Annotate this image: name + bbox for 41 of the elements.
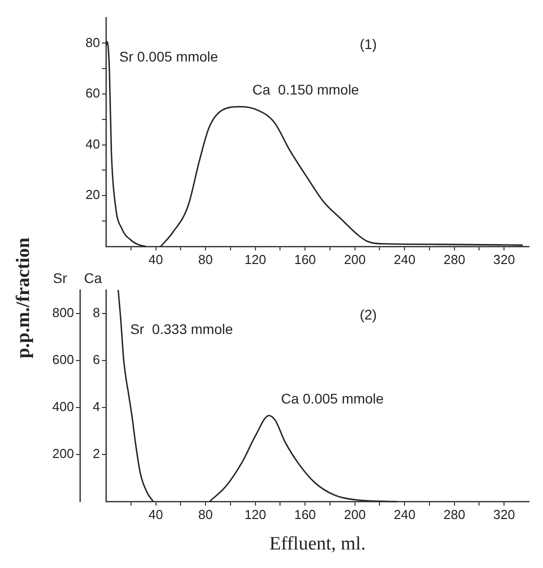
series-label: Ca 0.150 mmole xyxy=(252,82,360,98)
x-tick-label: 40 xyxy=(148,252,163,267)
y-tick-label: 80 xyxy=(86,34,100,50)
y-tick-label: 600 xyxy=(52,352,74,368)
y-axis-title: Sr xyxy=(53,270,68,286)
x-tick-label: 160 xyxy=(294,252,316,267)
y2-tick-label: 2 xyxy=(92,446,100,462)
x-tick-label: 80 xyxy=(198,506,213,522)
x-tick-label: 120 xyxy=(244,252,266,267)
x-tick-label: 120 xyxy=(244,506,266,522)
x-tick-label: 240 xyxy=(394,252,416,267)
line-series xyxy=(208,414,398,502)
y2-tick-label: 8 xyxy=(92,305,100,320)
x-tick-label: 200 xyxy=(344,506,366,522)
x-tick-label: 320 xyxy=(493,506,515,522)
x-tick-label: 160 xyxy=(294,506,316,522)
y-axis-title: p.p.m./fraction xyxy=(13,238,35,358)
x-tick-label: 280 xyxy=(444,506,466,522)
x-axis-title: Effluent, ml. xyxy=(269,534,366,555)
y-tick-label: 20 xyxy=(86,187,100,202)
y-tick-label: 40 xyxy=(86,136,100,152)
series-label: Ca 0.005 mmole xyxy=(280,390,384,406)
x-tick-label: 40 xyxy=(148,506,163,522)
x-tick-label: 280 xyxy=(444,252,466,267)
y2-tick-label: 4 xyxy=(92,399,100,414)
x-tick-label: 80 xyxy=(198,252,213,267)
y-tick-label: 400 xyxy=(52,399,74,414)
series-label: Sr 0.333 mmole xyxy=(130,320,234,337)
x-tick-label: 200 xyxy=(344,252,366,267)
line-series xyxy=(117,289,154,502)
x-tick-label: 320 xyxy=(493,252,515,267)
annotation: (2) xyxy=(360,306,377,322)
x-tick-label: 240 xyxy=(394,506,416,522)
y-tick-label: 60 xyxy=(86,86,100,101)
y-tick-label: 800 xyxy=(52,305,74,320)
y-tick-label: 200 xyxy=(52,446,74,462)
line-series xyxy=(160,106,524,248)
y2-tick-label: 6 xyxy=(92,352,100,368)
annotation: (1) xyxy=(360,36,377,52)
y2-axis-title: Ca xyxy=(84,270,102,286)
series-label: Sr 0.005 mmole xyxy=(119,48,218,65)
